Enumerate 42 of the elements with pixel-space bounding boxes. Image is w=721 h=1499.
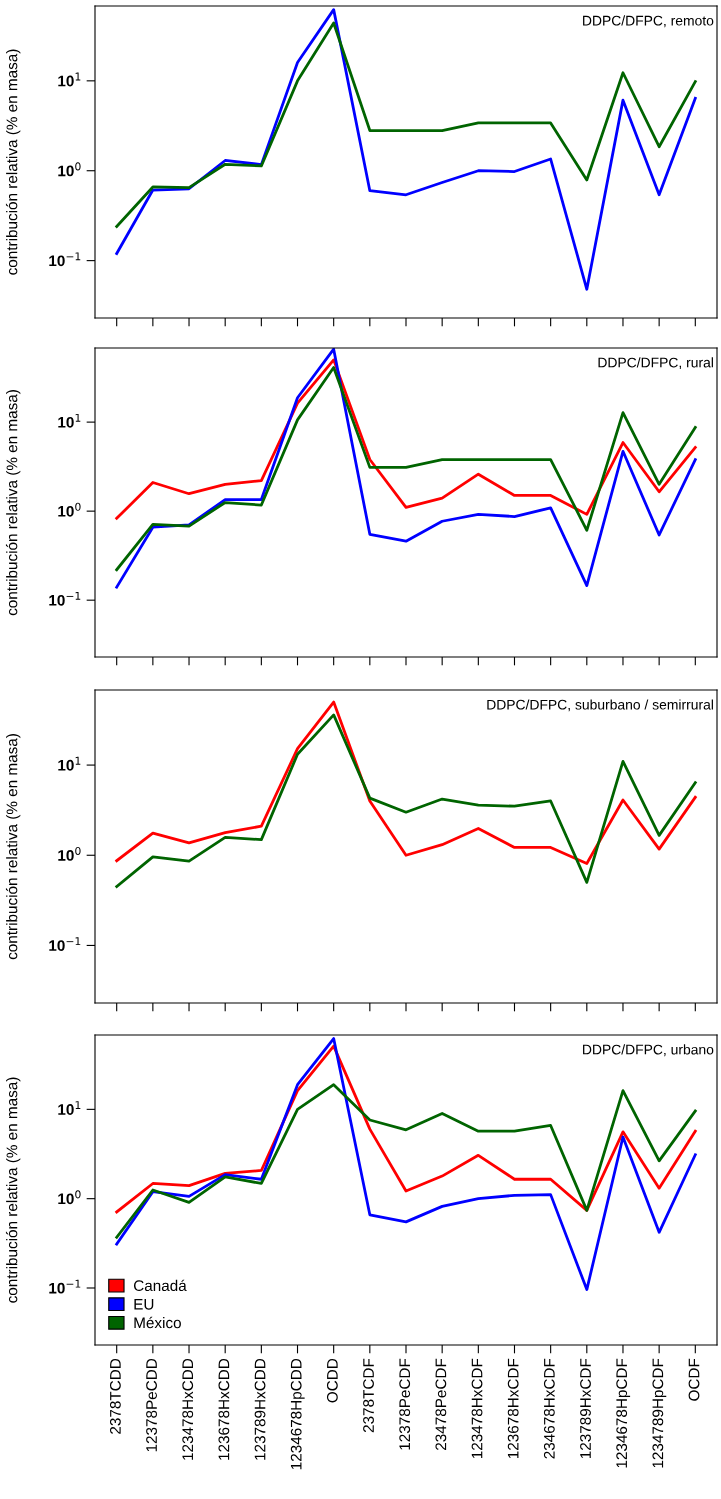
x-tick-label: OCDF bbox=[688, 1358, 700, 1401]
y-tick-label: 10$^{0}$ bbox=[58, 162, 81, 177]
x-tick-label: 1234678HpCDD bbox=[290, 1358, 305, 1470]
text: DDPC/DFPC, suburbano / semirrural bbox=[487, 699, 713, 712]
x-tick-label: 123678HxCDD bbox=[218, 1358, 230, 1460]
x-tick-label: 2378TCDD bbox=[109, 1358, 121, 1434]
y-tick-label: 10$^{1}$ bbox=[58, 413, 81, 428]
x-tick-label: 123478HxCDF bbox=[471, 1358, 483, 1459]
y-tick-label: 10$^{0}$ bbox=[58, 502, 81, 517]
y-tick-label: 10$^{0}$ bbox=[58, 846, 81, 861]
x-tick-label: 12378PeCDD bbox=[146, 1358, 157, 1452]
y-axis-title: contribución relativa (% en masa) bbox=[5, 390, 21, 616]
y-tick-label: 10$^{0}$ bbox=[58, 1190, 81, 1205]
legend-label: México bbox=[134, 1316, 181, 1329]
y-tick-label: 10$^{1}$ bbox=[58, 1101, 81, 1115]
x-tick-label: 123789HxCDF bbox=[580, 1358, 591, 1459]
legend-label: Canadá bbox=[133, 1279, 187, 1292]
x-tick-label: 2378TCDF bbox=[363, 1358, 374, 1433]
y-tick-label: 10$^{−1}$ bbox=[49, 937, 81, 952]
x-tick-label: OCDD bbox=[326, 1358, 338, 1403]
x-tick-label: 123678HxCDF bbox=[507, 1358, 519, 1459]
legend-label: EU bbox=[134, 1298, 154, 1310]
x-tick-label: 123478HxCDD bbox=[182, 1358, 194, 1460]
x-tick-label: 23478PeCDF bbox=[435, 1358, 447, 1450]
y-tick-label: 10$^{1}$ bbox=[58, 756, 81, 771]
line-series bbox=[115, 713, 697, 888]
x-tick-label: 1234678HpCDF bbox=[616, 1358, 631, 1468]
y-axis-title: contribución relativa (% en masa) bbox=[5, 1077, 21, 1303]
y-tick-label: 10$^{−1}$ bbox=[49, 1279, 81, 1294]
y-axis-title: contribución relativa (% en masa) bbox=[5, 49, 21, 275]
x-tick-label: 234678HxCDF bbox=[543, 1358, 555, 1459]
y-tick-label: 10$^{−1}$ bbox=[49, 252, 81, 267]
y-tick-label: 10$^{1}$ bbox=[58, 72, 81, 87]
x-tick-label: 123789HxCDD bbox=[254, 1358, 266, 1460]
text: DDPC/DFPC, rural bbox=[598, 357, 713, 370]
y-axis-title: contribución relativa (% en masa) bbox=[5, 734, 21, 960]
text: DDPC/DFPC, urbano bbox=[583, 1044, 714, 1057]
x-tick-label: 12378PeCDF bbox=[399, 1358, 411, 1450]
y-tick-label: 10$^{−1}$ bbox=[49, 591, 81, 606]
x-tick-label: 1234789HpCDF bbox=[652, 1358, 667, 1468]
text: DDPC/DFPC, remoto bbox=[583, 15, 714, 28]
line-series bbox=[115, 1083, 697, 1239]
